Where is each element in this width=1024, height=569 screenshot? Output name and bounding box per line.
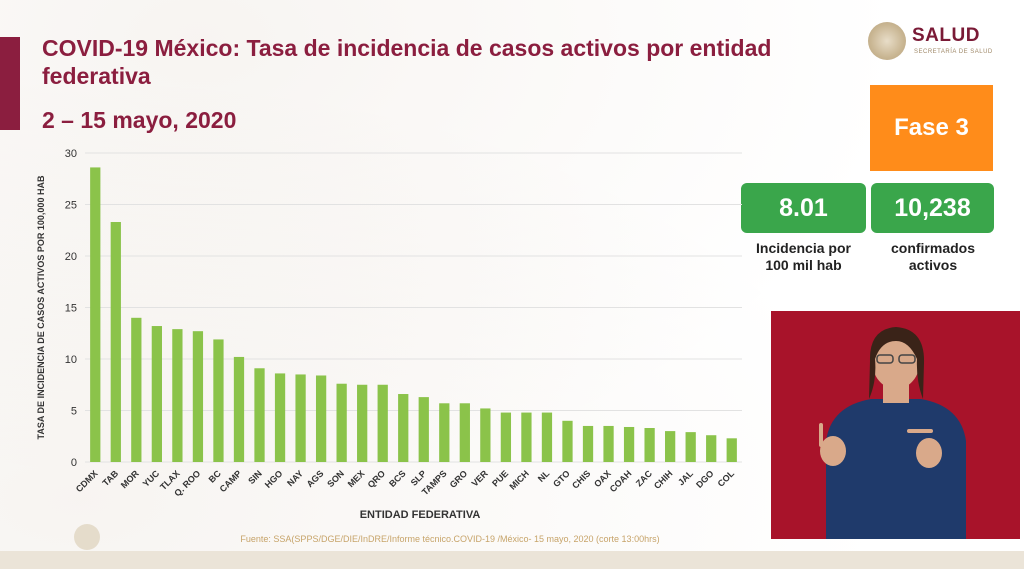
x-tick-label: MOR	[119, 468, 141, 490]
y-tick-label: 5	[71, 406, 77, 418]
bar	[192, 331, 204, 462]
sign-language-interpreter-video	[771, 311, 1020, 539]
bar	[131, 317, 142, 462]
bar	[685, 432, 696, 462]
bar	[295, 374, 306, 462]
seal-icon	[868, 22, 906, 60]
x-tick-label: CDMX	[74, 468, 100, 494]
accent-bar	[0, 37, 20, 130]
bar	[233, 356, 245, 462]
bar	[665, 431, 676, 462]
fase-badge: Fase 3	[870, 85, 993, 171]
bar	[357, 384, 368, 462]
x-tick-label: VER	[470, 468, 491, 489]
x-tick-label: AGS	[305, 468, 326, 489]
bar	[377, 384, 388, 462]
logo-name: SALUD	[912, 25, 980, 46]
x-tick-label: GTO	[551, 468, 572, 489]
confirmed-label-line1: confirmados	[890, 240, 975, 256]
bar	[500, 412, 512, 462]
bar	[644, 428, 655, 462]
bar	[726, 438, 737, 462]
x-tick-label: NL	[536, 468, 552, 484]
x-tick-label: BC	[207, 468, 224, 485]
source-note: Fuente: SSA(SPPS/DGE/DIE/InDRE/Informe t…	[240, 534, 660, 544]
confirmed-value: 10,238	[871, 183, 994, 233]
y-tick-label: 20	[65, 251, 77, 263]
bottom-strip	[0, 551, 1024, 569]
x-tick-label: SIN	[246, 468, 264, 486]
bar	[603, 425, 614, 462]
x-tick-label: QRO	[366, 468, 388, 490]
x-tick-label: HGO	[263, 468, 285, 490]
bar	[336, 383, 347, 462]
y-axis-title: TASA DE INCIDENCIA DE CASOS ACTIVOS POR …	[36, 175, 46, 439]
incidence-label-line2: 100 mil hab	[765, 257, 842, 273]
x-axis-title: ENTIDAD FEDERATIVA	[360, 509, 481, 521]
page-title: COVID-19 México: Tasa de incidencia de c…	[42, 35, 772, 89]
bar	[315, 375, 327, 462]
confirmed-label-line2: activos	[908, 257, 958, 273]
bar	[110, 222, 121, 462]
x-tick-label: MICH	[508, 468, 531, 491]
y-tick-label: 15	[65, 303, 77, 315]
bar	[623, 426, 635, 462]
x-tick-label: GRO	[448, 468, 470, 490]
bar	[151, 326, 162, 462]
bar	[254, 368, 265, 462]
x-tick-label: COL	[716, 468, 737, 489]
y-tick-label: 30	[65, 148, 77, 160]
bar	[418, 397, 429, 462]
page-subtitle: 2 – 15 mayo, 2020	[42, 107, 237, 133]
bar	[582, 425, 594, 462]
bar	[541, 412, 553, 462]
x-tick-label: SON	[325, 468, 346, 489]
x-tick-label: COAH	[608, 468, 634, 494]
y-tick-label: 25	[65, 200, 77, 212]
interpreter-figure	[771, 311, 1020, 539]
x-tick-label: CHIS	[570, 468, 592, 490]
bar	[521, 412, 532, 462]
x-tick-label: JAL	[676, 468, 695, 487]
bar	[213, 339, 224, 462]
bar	[439, 403, 450, 462]
bar	[706, 435, 717, 462]
logo-subtitle: SECRETARÍA DE SALUD	[914, 49, 993, 55]
confirmed-label: confirmados activos	[868, 240, 998, 274]
x-tick-label: TAB	[101, 468, 121, 488]
incidence-value: 8.01	[741, 183, 866, 233]
x-tick-label: BCS	[387, 468, 408, 489]
bar	[274, 373, 286, 462]
bar	[90, 167, 101, 463]
bar	[398, 394, 409, 462]
footer-seal-icon	[74, 524, 100, 550]
y-tick-label: 10	[65, 354, 77, 366]
bar	[562, 420, 573, 462]
salud-logo: SALUD SECRETARÍA DE SALUD	[868, 22, 998, 62]
bar	[459, 403, 470, 462]
x-tick-label: MEX	[346, 468, 367, 489]
y-tick-label: 0	[71, 457, 77, 469]
x-tick-label: CHIH	[652, 468, 675, 491]
x-tick-label: CAMP	[218, 468, 244, 494]
incidence-label-line1: Incidencia por	[756, 240, 851, 256]
incidence-label: Incidencia por 100 mil hab	[741, 240, 866, 274]
x-tick-label: NAY	[285, 468, 305, 488]
bar	[480, 408, 491, 462]
x-tick-label: ZAC	[634, 468, 655, 489]
x-tick-label: DGO	[694, 468, 716, 490]
bar	[172, 329, 183, 462]
